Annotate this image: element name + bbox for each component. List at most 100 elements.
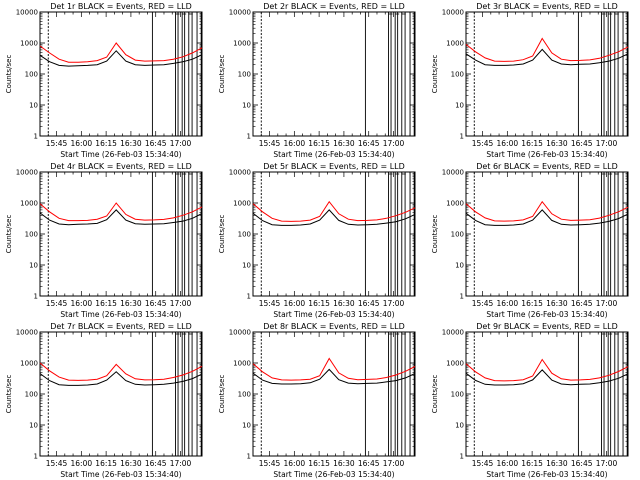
panel-title: Det 9r BLACK = Events, RED = LLD bbox=[476, 322, 618, 331]
x-tick-label: 17:00 bbox=[383, 299, 405, 308]
y-tick-label: 10000 bbox=[442, 169, 464, 177]
x-axis-label: Start Time (26-Feb-03 15:34:40) bbox=[60, 470, 181, 479]
detector-panel: Det 4r BLACK = Events, RED = LLD Counts/s… bbox=[5, 162, 203, 319]
x-tick-label: 15:45 bbox=[259, 139, 281, 148]
x-axis-label: Start Time (26-Feb-03 15:34:40) bbox=[273, 150, 394, 159]
y-tick-label: 1000 bbox=[233, 200, 251, 208]
x-tick-label: 16:00 bbox=[284, 139, 306, 148]
x-tick-label: 17:00 bbox=[596, 459, 618, 468]
y-tick-label: 10 bbox=[455, 422, 464, 430]
x-tick-label: 16:45 bbox=[571, 299, 593, 308]
event-rate-series bbox=[39, 371, 203, 386]
x-tick-label: 16:00 bbox=[284, 299, 306, 308]
y-tick-label: 1000 bbox=[446, 200, 464, 208]
panel-title: Det 7r BLACK = Events, RED = LLD bbox=[50, 322, 192, 331]
y-axis-label: Counts/sec bbox=[218, 215, 226, 254]
x-tick-label: 16:15 bbox=[308, 299, 330, 308]
detector-panel: Det 9r BLACK = Events, RED = LLD Counts/s… bbox=[431, 322, 629, 479]
detector-panel: Det 5r BLACK = Events, RED = LLD Counts/s… bbox=[218, 162, 416, 319]
x-tick-label: 15:45 bbox=[472, 459, 494, 468]
detector-panel: Det 6r BLACK = Events, RED = LLD Counts/s… bbox=[431, 162, 629, 319]
event-rate-series bbox=[252, 209, 416, 226]
y-tick-label: 100 bbox=[451, 71, 464, 79]
y-tick-label: 1 bbox=[34, 453, 38, 461]
y-tick-label: 1 bbox=[34, 133, 38, 141]
y-tick-label: 10000 bbox=[16, 9, 38, 17]
x-tick-label: 16:15 bbox=[308, 139, 330, 148]
y-tick-label: 1 bbox=[460, 133, 464, 141]
x-tick-label: 16:45 bbox=[358, 459, 380, 468]
y-tick-label: 1000 bbox=[20, 200, 38, 208]
y-tick-label: 1 bbox=[247, 453, 251, 461]
y-tick-label: 10000 bbox=[16, 329, 38, 337]
y-tick-label: 10000 bbox=[442, 329, 464, 337]
y-tick-label: 10000 bbox=[229, 329, 251, 337]
panel-title: Det 1r BLACK = Events, RED = LLD bbox=[50, 2, 192, 11]
panel-title: Det 4r BLACK = Events, RED = LLD bbox=[50, 162, 192, 171]
y-tick-label: 1 bbox=[247, 133, 251, 141]
detector-panel: Det 3r BLACK = Events, RED = LLD Counts/s… bbox=[431, 2, 629, 159]
detector-panel: Det 7r BLACK = Events, RED = LLD Counts/s… bbox=[5, 322, 203, 479]
x-tick-label: 16:00 bbox=[71, 139, 93, 148]
x-tick-label: 15:45 bbox=[46, 299, 68, 308]
x-tick-label: 16:15 bbox=[521, 459, 543, 468]
panel-title: Det 2r BLACK = Events, RED = LLD bbox=[263, 2, 405, 11]
event-rate-series bbox=[465, 369, 629, 386]
event-rate-series bbox=[465, 48, 629, 66]
x-axis-label: Start Time (26-Feb-03 15:34:40) bbox=[273, 470, 394, 479]
y-tick-label: 10 bbox=[29, 262, 38, 270]
detector-panel: Det 8r BLACK = Events, RED = LLD Counts/s… bbox=[218, 322, 416, 479]
y-tick-label: 10000 bbox=[229, 169, 251, 177]
x-tick-label: 16:15 bbox=[95, 459, 117, 468]
x-tick-label: 16:45 bbox=[145, 459, 167, 468]
lld-rate-series bbox=[39, 202, 203, 222]
x-tick-label: 16:45 bbox=[145, 139, 167, 148]
y-tick-label: 1000 bbox=[20, 40, 38, 48]
x-tick-label: 16:15 bbox=[521, 139, 543, 148]
y-tick-label: 10000 bbox=[16, 169, 38, 177]
x-tick-label: 16:00 bbox=[497, 299, 519, 308]
panel-title: Det 6r BLACK = Events, RED = LLD bbox=[476, 162, 618, 171]
x-axis-label: Start Time (26-Feb-03 15:34:40) bbox=[486, 470, 607, 479]
detector-panel: Det 2r BLACK = Events, RED = LLD Counts/s… bbox=[218, 2, 416, 159]
x-axis-label: Start Time (26-Feb-03 15:34:40) bbox=[486, 150, 607, 159]
x-tick-label: 17:00 bbox=[596, 299, 618, 308]
x-tick-label: 16:45 bbox=[571, 139, 593, 148]
x-tick-label: 16:45 bbox=[358, 139, 380, 148]
lld-rate-series bbox=[465, 37, 629, 62]
y-tick-label: 100 bbox=[25, 231, 38, 239]
event-rate-series bbox=[39, 209, 203, 226]
x-tick-label: 16:30 bbox=[120, 139, 142, 148]
x-tick-label: 16:00 bbox=[71, 299, 93, 308]
x-tick-label: 16:45 bbox=[358, 299, 380, 308]
y-axis-label: Counts/sec bbox=[431, 55, 439, 94]
lld-rate-series bbox=[39, 42, 203, 63]
x-tick-label: 17:00 bbox=[170, 459, 192, 468]
x-tick-label: 16:15 bbox=[521, 299, 543, 308]
y-tick-label: 1 bbox=[460, 293, 464, 301]
y-tick-label: 10 bbox=[29, 102, 38, 110]
y-tick-label: 1 bbox=[460, 453, 464, 461]
x-axis-label: Start Time (26-Feb-03 15:34:40) bbox=[60, 310, 181, 319]
y-tick-label: 100 bbox=[238, 71, 251, 79]
y-tick-label: 10000 bbox=[442, 9, 464, 17]
x-axis-label: Start Time (26-Feb-03 15:34:40) bbox=[486, 310, 607, 319]
x-tick-label: 15:45 bbox=[259, 459, 281, 468]
x-tick-label: 16:45 bbox=[571, 459, 593, 468]
y-tick-label: 100 bbox=[238, 231, 251, 239]
x-tick-label: 17:00 bbox=[170, 299, 192, 308]
y-axis-label: Counts/sec bbox=[218, 375, 226, 414]
y-tick-label: 10 bbox=[455, 262, 464, 270]
x-tick-label: 15:45 bbox=[259, 299, 281, 308]
detector-panel: Det 1r BLACK = Events, RED = LLD Counts/s… bbox=[5, 2, 203, 159]
x-tick-label: 16:15 bbox=[95, 299, 117, 308]
panel-title: Det 3r BLACK = Events, RED = LLD bbox=[476, 2, 618, 11]
x-axis-label: Start Time (26-Feb-03 15:34:40) bbox=[60, 150, 181, 159]
lld-rate-series bbox=[465, 358, 629, 382]
lld-rate-series bbox=[252, 200, 416, 222]
x-tick-label: 16:00 bbox=[497, 139, 519, 148]
y-tick-label: 100 bbox=[25, 391, 38, 399]
x-tick-label: 16:45 bbox=[145, 299, 167, 308]
x-tick-label: 15:45 bbox=[46, 459, 68, 468]
